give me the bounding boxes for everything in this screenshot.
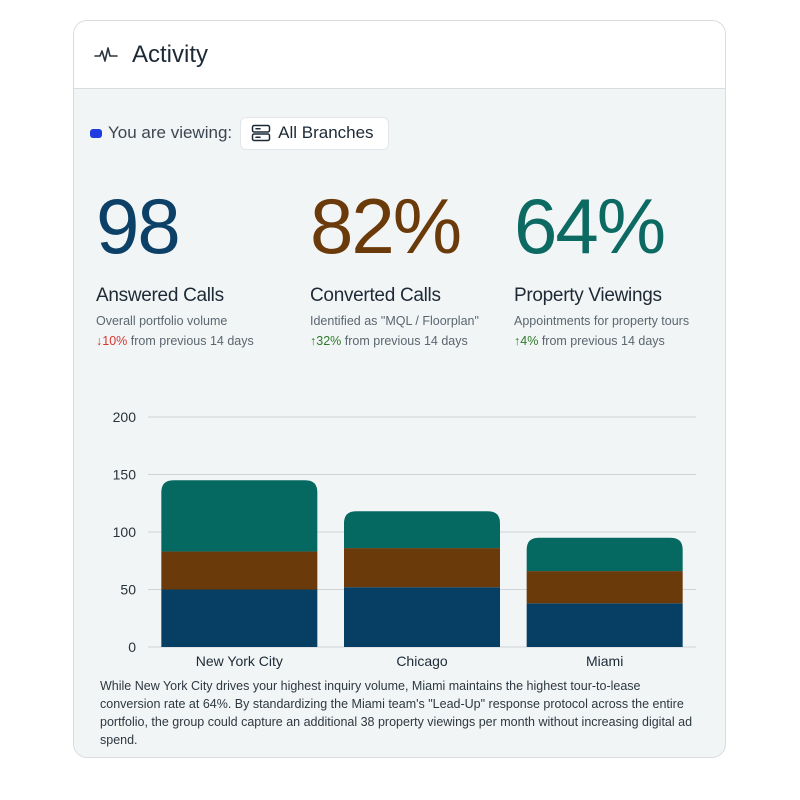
card-header: Activity (74, 21, 725, 89)
branch-selector-value: All Branches (278, 123, 374, 142)
bar-segment (526, 603, 683, 647)
stat-title: Property Viewings (514, 285, 662, 306)
y-tick-label: 0 (128, 639, 136, 655)
stat-answered-calls: 98 Answered Calls Overall portfolio volu… (96, 181, 254, 348)
server-icon (251, 124, 271, 142)
stat-subtitle: Appointments for property tours (514, 314, 690, 328)
card-title: Activity (132, 40, 209, 68)
stat-property-viewings: 64% Property Viewings Appointments for p… (514, 181, 689, 348)
stat-value: 64% (514, 182, 666, 270)
stat-delta: ↑4% from previous 14 days (514, 334, 689, 348)
x-category-label: Chicago (396, 653, 448, 669)
viewing-filter: You are viewing: All Branches (90, 116, 389, 150)
y-tick-label: 200 (113, 409, 137, 425)
stat-subtitle: Overall portfolio volume (96, 314, 228, 328)
branch-selector[interactable]: All Branches (240, 116, 389, 150)
bar-segment (344, 511, 500, 549)
stat-value: 98 (96, 182, 181, 270)
branch-stacked-bar-chart: 0 50 100 150 200 New York City Chicago Miami (113, 409, 696, 669)
stat-delta-percent: 10% (102, 334, 128, 348)
stat-delta-text: from previous 14 days (541, 334, 665, 348)
activity-card: Activity You are viewing: All Branches 9… (73, 20, 726, 758)
stat-title: Converted Calls (310, 285, 441, 306)
stat-delta: ↓10% from previous 14 days (96, 334, 254, 348)
stat-value: 82% (310, 182, 462, 270)
y-tick-label: 100 (113, 524, 137, 540)
bar-segment (526, 537, 683, 572)
arrow-up-icon: ↑ (514, 334, 521, 348)
stat-delta-percent: 4% (520, 334, 539, 348)
bar-segment (161, 589, 318, 647)
bar-segment (526, 571, 683, 604)
x-category-label: New York City (196, 653, 283, 669)
stat-subtitle: Identified as "MQL / Floorplan" (310, 314, 479, 328)
viewing-label: You are viewing: (108, 123, 233, 142)
arrow-up-icon: ↑ (310, 334, 317, 348)
stat-delta-text: from previous 14 days (130, 334, 254, 348)
pulse-icon (94, 46, 118, 62)
stat-delta-percent: 32% (316, 334, 342, 348)
arrow-down-icon: ↓ (96, 334, 103, 348)
viewing-indicator-dot (90, 128, 102, 138)
stat-delta-text: from previous 14 days (344, 334, 468, 348)
y-tick-label: 150 (113, 467, 137, 483)
y-tick-label: 50 (120, 582, 136, 598)
insight-summary: While New York City drives your highest … (100, 679, 693, 747)
bar-segment (161, 551, 318, 590)
bar-segment (344, 587, 500, 647)
bar-segment (344, 548, 500, 588)
x-category-label: Miami (586, 653, 623, 669)
bar-segment (161, 480, 318, 552)
stat-title: Answered Calls (96, 285, 224, 306)
stat-delta: ↑32% from previous 14 days (310, 334, 479, 348)
stat-converted-calls: 82% Converted Calls Identified as "MQL /… (310, 181, 479, 348)
